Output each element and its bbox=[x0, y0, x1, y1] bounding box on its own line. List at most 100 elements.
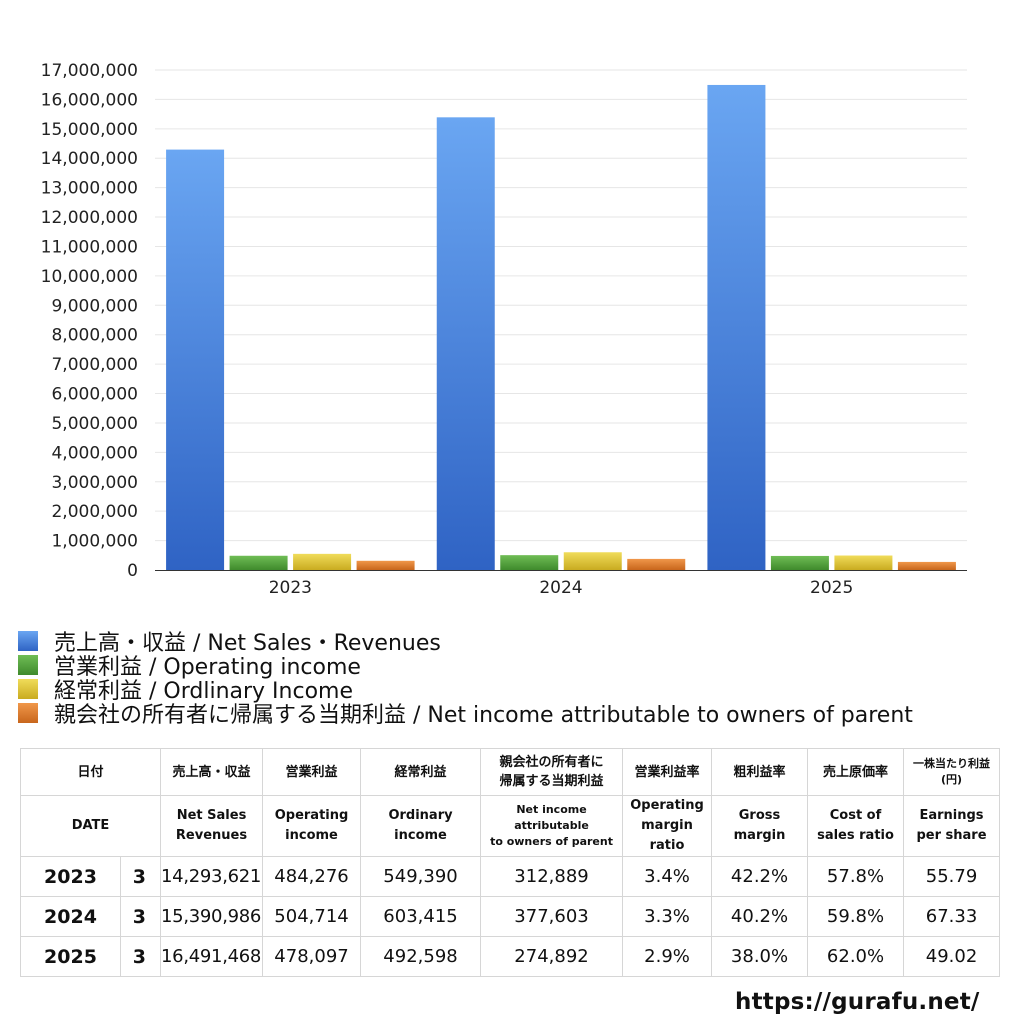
y-tick-label: 9,000,000 bbox=[51, 296, 138, 316]
cell-operating: 504,714 bbox=[262, 896, 362, 937]
cell-year: 2025 bbox=[20, 936, 121, 977]
cell-month: 3 bbox=[119, 856, 162, 897]
header-net-income-jp: 親会社の所有者に 帰属する当期利益 bbox=[480, 748, 624, 796]
y-tick-label: 17,000,000 bbox=[41, 61, 138, 81]
bar-operating-income bbox=[229, 555, 288, 570]
header-eps-jp: 一株当たり利益 (円) bbox=[903, 748, 1001, 796]
header-gross-en-line1: Gross bbox=[738, 808, 781, 823]
header-ordinary-en-line2: income bbox=[394, 828, 447, 843]
y-tick-label: 4,000,000 bbox=[51, 443, 138, 463]
x-tick-label: 2023 bbox=[269, 578, 312, 598]
cell-month: 3 bbox=[119, 936, 162, 977]
y-tick-label: 11,000,000 bbox=[41, 237, 138, 257]
bar-net-income bbox=[356, 560, 415, 570]
legend-item-operating: 営業利益 / Operating income bbox=[18, 653, 1018, 680]
y-tick-label: 1,000,000 bbox=[51, 532, 138, 552]
y-tick-label: 13,000,000 bbox=[41, 179, 138, 199]
header-eps-jp-line1: 一株当たり利益 bbox=[913, 757, 991, 770]
y-tick-label: 15,000,000 bbox=[41, 120, 138, 140]
header-net-income-jp-line1: 親会社の所有者に bbox=[499, 755, 604, 770]
header-eps-en-line1: Earnings bbox=[919, 808, 984, 823]
legend-swatch-net-income bbox=[18, 703, 38, 723]
header-net-income-jp-line2: 帰属する当期利益 bbox=[499, 774, 604, 789]
y-tick-label: 14,000,000 bbox=[41, 149, 138, 169]
y-tick-label: 16,000,000 bbox=[41, 90, 138, 110]
table-header-jp: 日付 売上高・収益 営業利益 経常利益 親会社の所有者に 帰属する当期利益 営業… bbox=[19, 748, 1001, 796]
cell-gross-margin: 40.2% bbox=[711, 896, 809, 937]
bar-net-sales bbox=[166, 149, 225, 571]
cell-op-margin: 3.3% bbox=[622, 896, 713, 937]
y-tick-label: 10,000,000 bbox=[41, 267, 138, 287]
legend-item-ordinary: 経常利益 / Ordlinary Income bbox=[18, 677, 1018, 704]
cell-operating: 478,097 bbox=[262, 936, 362, 977]
cell-operating: 484,276 bbox=[262, 856, 362, 897]
bar-chart: 0 1,000,000 2,000,000 3,000,000 4,000,000 5,0… bbox=[41, 61, 967, 598]
legend-swatch-ordinary bbox=[18, 679, 38, 699]
header-eps-en: Earnings per share bbox=[903, 795, 1001, 857]
legend-label-operating: 営業利益 / Operating income bbox=[54, 655, 361, 680]
header-op-margin-en-line2: margin bbox=[641, 818, 693, 833]
header-sales-en: Net Sales Revenues bbox=[160, 795, 264, 857]
table-row: 2025 3 16,491,468 478,097 492,598 274,89… bbox=[20, 936, 1001, 977]
cell-ordinary: 603,415 bbox=[360, 896, 482, 937]
cell-gross-margin: 42.2% bbox=[711, 856, 809, 897]
header-operating-en-line1: Operating bbox=[274, 808, 349, 823]
cell-cost-ratio: 57.8% bbox=[807, 856, 905, 897]
bar-operating-income bbox=[500, 555, 559, 570]
header-op-margin-en: Operating margin ratio bbox=[622, 795, 713, 857]
header-gross-en-line2: margin bbox=[733, 828, 786, 843]
cell-cost-ratio: 59.8% bbox=[807, 896, 905, 937]
header-sales-en-line2: Revenues bbox=[175, 828, 248, 843]
header-operating-en: Operating income bbox=[262, 795, 362, 857]
site-url: https://gurafu.net/ bbox=[735, 989, 980, 1015]
header-sales-jp: 売上高・収益 bbox=[160, 748, 264, 796]
cell-op-margin: 3.4% bbox=[622, 856, 713, 897]
cell-year: 2024 bbox=[20, 896, 121, 937]
legend-label-net-income: 親会社の所有者に帰属する当期利益 / Net income attributab… bbox=[54, 703, 913, 728]
header-ordinary-en-line1: Ordinary bbox=[388, 808, 453, 823]
x-axis-ticks: 2023 2024 2025 bbox=[269, 578, 854, 598]
cell-cost-ratio: 62.0% bbox=[807, 936, 905, 977]
y-tick-label: 5,000,000 bbox=[51, 414, 138, 434]
cell-eps: 49.02 bbox=[903, 936, 1001, 977]
x-tick-label: 2025 bbox=[810, 578, 853, 598]
legend-label-sales: 売上高・収益 / Net Sales・Revenues bbox=[54, 631, 441, 656]
y-tick-label: 0 bbox=[127, 561, 138, 581]
header-net-income-en-line1: Net income attributable bbox=[514, 803, 589, 832]
bar-operating-income bbox=[770, 555, 829, 570]
cell-sales: 16,491,468 bbox=[160, 936, 264, 977]
header-cost-jp: 売上原価率 bbox=[807, 748, 905, 796]
cell-ordinary: 549,390 bbox=[360, 856, 482, 897]
cell-year: 2023 bbox=[20, 856, 121, 897]
header-net-income-en-line2: to owners of parent bbox=[490, 835, 613, 848]
financial-data-table: 日付 売上高・収益 営業利益 経常利益 親会社の所有者に 帰属する当期利益 営業… bbox=[19, 748, 1001, 977]
header-date-en: DATE bbox=[19, 795, 162, 857]
bars bbox=[166, 84, 956, 571]
y-tick-label: 7,000,000 bbox=[51, 355, 138, 375]
bar-net-sales bbox=[436, 117, 495, 570]
bar-ordinary-income bbox=[834, 555, 893, 570]
cell-eps: 67.33 bbox=[903, 896, 1001, 937]
cell-ordinary: 492,598 bbox=[360, 936, 482, 977]
header-sales-en-line1: Net Sales bbox=[176, 808, 247, 823]
table-row: 2023 3 14,293,621 484,276 549,390 312,88… bbox=[20, 856, 1001, 897]
x-tick-label: 2024 bbox=[539, 578, 582, 598]
header-operating-jp: 営業利益 bbox=[262, 748, 362, 796]
legend-swatch-sales bbox=[18, 631, 38, 651]
table-row: 2024 3 15,390,986 504,714 603,415 377,60… bbox=[20, 896, 1001, 937]
header-ordinary-en: Ordinary income bbox=[360, 795, 482, 857]
header-op-margin-jp: 営業利益率 bbox=[622, 748, 713, 796]
cell-sales: 14,293,621 bbox=[160, 856, 264, 897]
bar-ordinary-income bbox=[563, 552, 622, 570]
header-eps-en-line2: per share bbox=[916, 828, 987, 843]
legend-label-ordinary: 経常利益 / Ordlinary Income bbox=[54, 679, 353, 704]
cell-net-income: 377,603 bbox=[480, 896, 624, 937]
cell-sales: 15,390,986 bbox=[160, 896, 264, 937]
cell-op-margin: 2.9% bbox=[622, 936, 713, 977]
header-ordinary-jp: 経常利益 bbox=[360, 748, 482, 796]
bar-net-sales bbox=[707, 84, 766, 571]
legend-swatch-operating bbox=[18, 655, 38, 675]
header-eps-jp-line2: (円) bbox=[940, 773, 963, 786]
header-cost-en: Cost of sales ratio bbox=[807, 795, 905, 857]
header-op-margin-en-line1: Operating bbox=[630, 798, 704, 813]
